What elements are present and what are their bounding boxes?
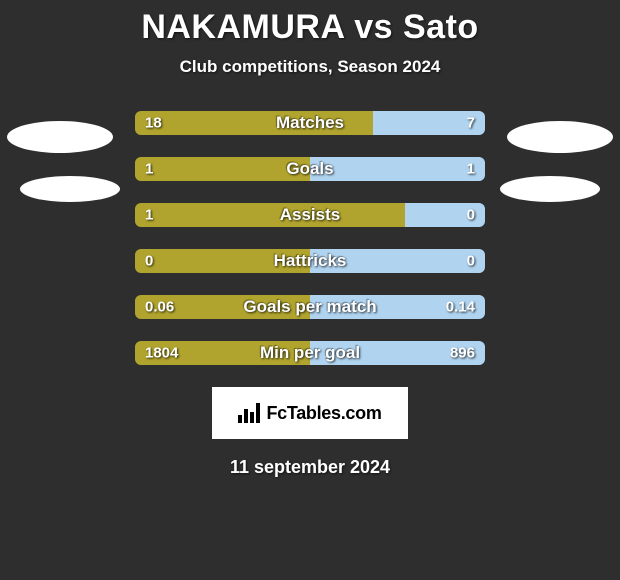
bar-right bbox=[405, 203, 486, 227]
bar-right bbox=[310, 157, 485, 181]
bar-track: 187Matches bbox=[135, 111, 485, 135]
stat-row: 187Matches bbox=[0, 111, 620, 135]
bar-right bbox=[373, 111, 485, 135]
branding-badge: FcTables.com bbox=[212, 387, 408, 439]
bar-left bbox=[135, 341, 310, 365]
bar-track: 11Goals bbox=[135, 157, 485, 181]
bar-track: 0.060.14Goals per match bbox=[135, 295, 485, 319]
stat-row: 10Assists bbox=[0, 203, 620, 227]
bar-left bbox=[135, 203, 405, 227]
subtitle: Club competitions, Season 2024 bbox=[0, 57, 620, 77]
stat-row: 11Goals bbox=[0, 157, 620, 181]
bar-left bbox=[135, 157, 310, 181]
comparison-card: NAKAMURA vs Sato Club competitions, Seas… bbox=[0, 0, 620, 580]
page-title: NAKAMURA vs Sato bbox=[0, 8, 620, 47]
bar-right bbox=[310, 249, 485, 273]
bar-right bbox=[310, 341, 485, 365]
comparison-bar-chart: 187Matches 11Goals 10Assists 00Hattricks 0.0… bbox=[0, 111, 620, 365]
stat-row: 0.060.14Goals per match bbox=[0, 295, 620, 319]
bar-left bbox=[135, 111, 373, 135]
bar-left bbox=[135, 249, 310, 273]
bar-track: 1804896Min per goal bbox=[135, 341, 485, 365]
bar-left bbox=[135, 295, 310, 319]
stat-row: 1804896Min per goal bbox=[0, 341, 620, 365]
bar-right bbox=[310, 295, 485, 319]
stat-row: 00Hattricks bbox=[0, 249, 620, 273]
bar-chart-icon bbox=[238, 403, 260, 423]
branding-text: FcTables.com bbox=[266, 403, 381, 424]
footer-date: 11 september 2024 bbox=[0, 457, 620, 478]
bar-track: 10Assists bbox=[135, 203, 485, 227]
bar-track: 00Hattricks bbox=[135, 249, 485, 273]
